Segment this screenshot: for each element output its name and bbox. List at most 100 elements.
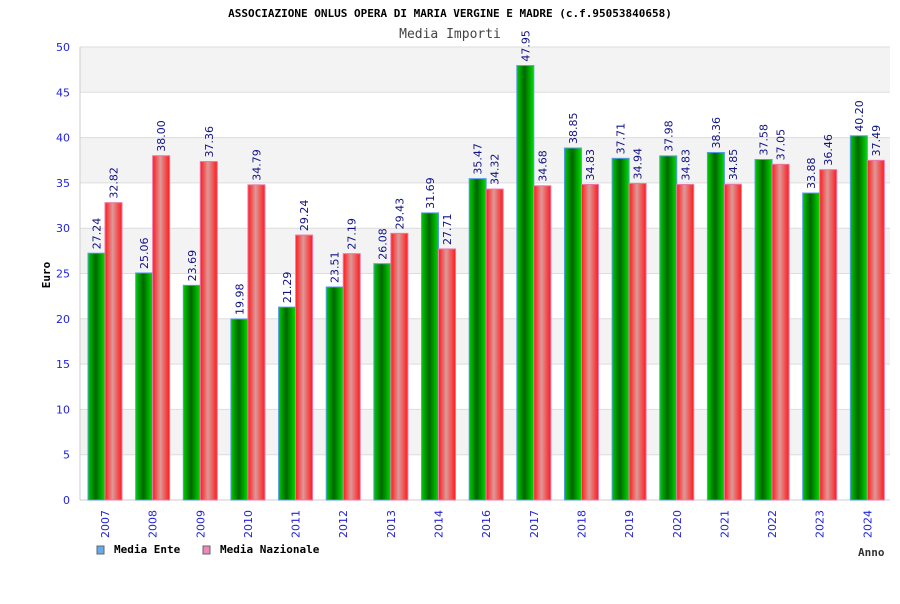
data-label: 37.98 <box>662 120 675 152</box>
legend-label-media-nazionale: Media Nazionale <box>220 543 320 556</box>
data-label: 36.46 <box>822 134 835 166</box>
bar-media-ente-2017 <box>516 65 535 501</box>
y-tick-label: 20 <box>56 313 70 326</box>
data-label: 34.83 <box>584 149 597 181</box>
bar-media-ente-2008 <box>135 272 154 501</box>
bar-media-nazionale-2007 <box>104 202 123 501</box>
data-label: 38.00 <box>155 120 168 152</box>
data-label: 29.43 <box>393 198 406 230</box>
x-tick-label: 2017 <box>528 510 541 538</box>
legend-label-media-ente: Media Ente <box>114 543 181 556</box>
legend-swatch-media-ente <box>96 545 105 555</box>
y-tick-label: 0 <box>63 494 70 507</box>
bar-media-ente-2013 <box>373 263 392 501</box>
bar-media-ente-2016 <box>468 178 487 501</box>
y-axis-label: Euro <box>40 261 53 288</box>
data-label: 26.08 <box>376 228 389 260</box>
y-tick-label: 25 <box>56 268 70 281</box>
data-label: 27.71 <box>441 213 454 245</box>
x-tick-label: 2020 <box>671 510 684 538</box>
bar-media-ente-2010 <box>230 318 249 501</box>
y-tick-label: 5 <box>63 449 70 462</box>
data-label: 37.49 <box>870 125 883 157</box>
x-tick-label: 2021 <box>718 510 731 538</box>
bar-media-ente-2023 <box>802 192 821 501</box>
x-tick-label: 2011 <box>290 510 303 538</box>
data-label: 32.82 <box>108 167 121 199</box>
bar-media-nazionale-2024 <box>866 159 885 501</box>
bar-media-ente-2021 <box>706 151 725 501</box>
data-label: 47.95 <box>519 30 532 62</box>
bar-media-ente-2022 <box>754 159 773 501</box>
x-tick-label: 2010 <box>242 510 255 538</box>
y-tick-label: 30 <box>56 222 70 235</box>
bar-media-nazionale-2011 <box>295 234 314 501</box>
data-label: 21.29 <box>281 272 294 304</box>
bar-media-nazionale-2013 <box>390 232 409 501</box>
data-label: 37.71 <box>615 123 628 155</box>
data-label: 27.24 <box>91 218 104 250</box>
bar-media-nazionale-2010 <box>247 184 266 501</box>
data-label: 37.36 <box>203 126 216 158</box>
bar-media-ente-2014 <box>421 212 440 501</box>
x-tick-label: 2023 <box>814 510 827 538</box>
x-axis-label: Anno <box>858 546 885 559</box>
y-tick-label: 50 <box>56 41 70 54</box>
bar-media-nazionale-2014 <box>438 248 457 501</box>
bar-media-ente-2020 <box>659 155 678 501</box>
x-tick-label: 2008 <box>147 510 160 538</box>
bar-media-nazionale-2019 <box>628 182 647 501</box>
data-label: 25.06 <box>138 237 151 269</box>
chart-title: ASSOCIAZIONE ONLUS OPERA DI MARIA VERGIN… <box>228 7 672 20</box>
x-tick-label: 2014 <box>433 510 446 538</box>
data-label: 34.79 <box>250 149 263 181</box>
bar-media-nazionale-2016 <box>485 188 504 501</box>
bar-media-ente-2007 <box>87 252 106 501</box>
data-label: 34.94 <box>632 148 645 180</box>
y-tick-label: 15 <box>56 358 70 371</box>
data-label: 27.19 <box>346 218 359 250</box>
data-label: 34.83 <box>679 149 692 181</box>
x-tick-label: 2018 <box>575 510 588 538</box>
data-label: 35.47 <box>472 143 485 175</box>
bar-media-nazionale-2022 <box>771 163 790 501</box>
data-label: 40.20 <box>853 100 866 132</box>
data-label: 37.05 <box>775 129 788 161</box>
y-tick-label: 10 <box>56 403 70 416</box>
y-tick-label: 35 <box>56 177 70 190</box>
bar-media-nazionale-2009 <box>199 161 218 501</box>
x-tick-label: 2016 <box>480 510 493 538</box>
data-label: 19.98 <box>233 283 246 315</box>
x-tick-label: 2007 <box>99 510 112 538</box>
bar-media-nazionale-2017 <box>533 185 552 501</box>
legend: Media Ente Media Nazionale <box>96 543 320 556</box>
x-tick-label: 2022 <box>766 510 779 538</box>
y-tick-label: 45 <box>56 86 70 99</box>
data-label: 34.85 <box>727 149 740 181</box>
bar-media-nazionale-2008 <box>152 155 171 501</box>
bar-media-nazionale-2012 <box>342 253 361 501</box>
data-label: 23.69 <box>186 250 199 282</box>
x-tick-label: 2009 <box>194 510 207 538</box>
data-label: 31.69 <box>424 177 437 209</box>
legend-swatch-media-nazionale <box>202 545 211 555</box>
data-label: 37.58 <box>758 124 771 156</box>
data-label: 38.36 <box>710 117 723 149</box>
bar-media-ente-2011 <box>278 306 297 501</box>
grid-band <box>80 47 890 93</box>
data-label: 29.24 <box>298 200 311 232</box>
data-label: 33.88 <box>805 158 818 190</box>
bar-media-ente-2018 <box>563 147 582 501</box>
y-tick-label: 40 <box>56 132 70 145</box>
data-label: 34.68 <box>536 150 549 182</box>
chart-subtitle: Media Importi <box>399 27 501 42</box>
bar-media-ente-2012 <box>325 286 344 501</box>
x-tick-label: 2019 <box>623 510 636 538</box>
bar-media-nazionale-2018 <box>580 183 599 501</box>
x-tick-label: 2012 <box>337 510 350 538</box>
bar-media-nazionale-2020 <box>676 183 695 501</box>
data-label: 38.85 <box>567 113 580 145</box>
bar-media-nazionale-2021 <box>723 183 742 501</box>
x-tick-label: 2013 <box>385 510 398 538</box>
